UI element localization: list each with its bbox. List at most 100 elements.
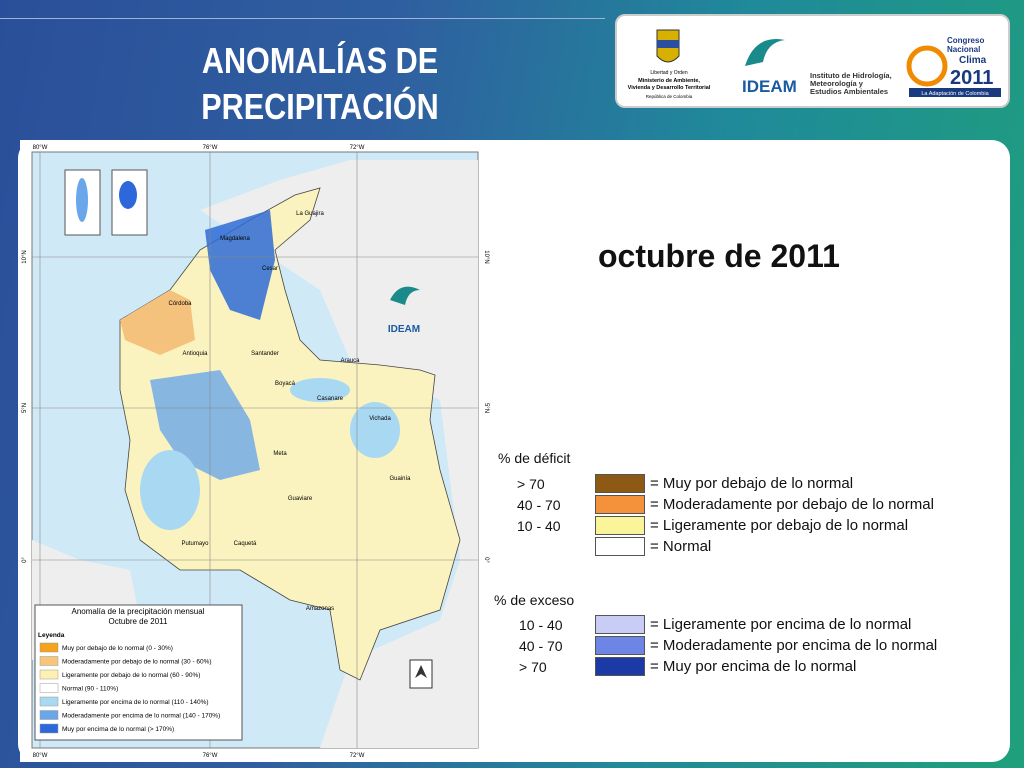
north-arrow [415,665,427,678]
ministry-text: Ministerio de Ambiente, [638,78,700,84]
place-label: Antioquia [182,351,208,357]
anomaly-area [205,210,275,320]
place-label: Meta [273,451,287,457]
ministry-text: Vivienda y Desarrollo Territorial [628,85,711,91]
lon-label: 76°W [203,145,218,151]
congress-text: Nacional [947,45,980,54]
inset-legend-label: Normal (90 - 110%) [62,686,118,693]
legend-swatch [595,474,645,493]
title-line: ANOMALÍAS DE [201,40,439,81]
slide-title: ANOMALÍAS DE PRECIPITACIÓN [176,38,465,130]
legend-range: 40 - 70 [519,638,563,654]
ideam-name: Instituto de Hidrología, [810,71,892,80]
legend-heading: % de déficit [498,450,571,466]
lon-label: 72°W [350,753,365,759]
inset-legend-box [34,604,243,741]
island [76,178,88,222]
lat-label: 0° [483,557,489,563]
anomaly-area [290,378,350,402]
legend-label: = Muy por encima de lo normal [650,658,857,675]
inset-legend: Anomalía de la precipitación mensual Oct… [34,604,243,741]
legend-label: = Moderadamente por debajo de lo normal [650,496,934,513]
place-label: Guaviare [288,496,313,502]
lon-label: 72°W [350,145,365,151]
shield-band [657,40,679,48]
legend-swatch [595,615,645,634]
inset-legend-subtitle: Octubre de 2011 [108,617,168,626]
place-label: Putumayo [181,541,209,547]
ideam-name: Estudios Ambientales [810,87,888,96]
legend-range: 10 - 40 [519,617,563,633]
place-label: Cesar [262,266,278,272]
legend-range: > 70 [519,659,547,675]
place-label: Vichada [369,416,391,422]
place-label: La Guajira [296,211,324,217]
place-label: Caquetá [234,541,257,547]
legend-label: = Ligeramente por encima de lo normal [650,616,912,633]
inset-swatch [39,710,59,720]
legend-label: = Normal [650,538,712,555]
legend-range: 10 - 40 [517,518,561,534]
legend-label: = Moderadamente por encima de lo normal [650,637,938,654]
congress-year: 2011 [950,67,993,89]
congress-text: La Adaptación de Colombia [921,91,989,97]
anomaly-area [120,290,195,355]
place-label: Arauca [340,358,360,364]
lat-label: 5°N [22,403,28,413]
island [119,181,137,209]
legend-swatch [595,537,645,556]
ideam-name: Meteorología y [810,79,864,88]
inset-legend-label: Moderadamente por debajo de lo normal (3… [62,659,212,666]
place-label: Córdoba [168,301,192,307]
inset-swatch [39,656,59,666]
map-logo-swoosh [390,286,420,305]
legend-swatch [595,657,645,676]
rule [0,18,605,19]
inset-legend-title: Anomalía de la precipitación mensual [72,607,205,616]
place-label: Casanare [317,396,344,402]
logos: Libertad y Orden Ministerio de Ambiente,… [628,29,1001,99]
map-logo: IDEAM [388,324,420,335]
place-label: Amazonas [306,606,334,612]
inset-legend-label: Muy por debajo de lo normal (0 - 30%) [62,645,173,652]
logo-box: Libertad y Orden Ministerio de Ambiente,… [615,14,1010,108]
legend-label: = Ligeramente por debajo de lo normal [650,517,909,534]
ministry-text: Libertad y Orden [650,70,687,76]
ideam-logo: IDEAM [742,77,797,96]
place-label: Guainía [389,476,411,482]
congress-band [909,88,1001,97]
map: IDEAM 80°W 80°W 76°W 76°W 72°W 72°W 10°N 10°N 5°… [20,140,490,762]
inset-legend-label: Muy por encima de lo normal (> 170%) [62,726,174,733]
inset-swatch [39,669,59,680]
neighbor-land [200,160,478,748]
inset-legend-label: Ligeramente por encima de lo normal (110… [62,699,209,706]
lat-label: 5°N [483,403,489,413]
inset-swatch [39,696,59,707]
place-label: Magdalena [220,236,250,242]
inset-legend-label: Moderadamente por encima de lo normal (1… [62,713,220,720]
legend-swatch [595,516,645,535]
lat-label: 10°N [22,250,28,263]
ministry-text: República de Colombia [646,94,693,99]
lat-label: 0° [22,557,28,563]
legend-range: > 70 [517,476,545,492]
congress-text: Clima [959,55,987,66]
place-label: Boyacá [275,381,296,387]
colombia [119,187,461,681]
inset-swatch [39,723,59,734]
congress-text: Congreso [947,36,984,45]
lon-label: 80°W [33,145,48,151]
legend-swatch [595,495,645,514]
legend-range: 40 - 70 [517,497,561,513]
lon-label: 80°W [33,753,48,759]
inset-legend-heading: Leyenda [38,632,65,639]
congress-swirl [906,45,948,87]
title-line: PRECIPITACIÓN [201,86,439,127]
anomaly-area [350,402,400,458]
legend-swatch [595,636,645,655]
period-title: octubre de 2011 [598,238,840,274]
inset-swatch [39,683,59,693]
inset-swatch [39,642,59,653]
place-label: Santander [251,351,279,357]
